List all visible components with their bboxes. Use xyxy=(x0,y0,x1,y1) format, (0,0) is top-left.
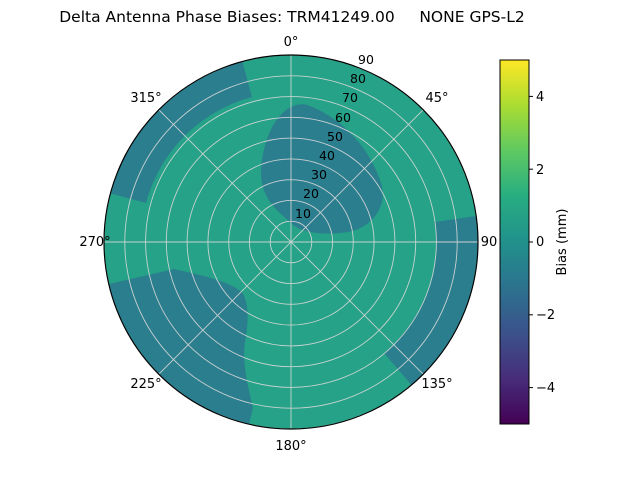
colorbar: 4 2 0 −2 −4 Bias (mm) xyxy=(499,59,570,425)
polar-outline xyxy=(103,54,479,430)
theta-tick-225: 225° xyxy=(130,377,161,392)
theta-tick-90: 90 xyxy=(481,235,498,250)
colorbar-ticks xyxy=(529,95,533,389)
colorbar-gradient xyxy=(500,60,529,424)
colorbar-axis-label: Bias (mm) xyxy=(555,209,570,276)
theta-tick-0: 0° xyxy=(284,35,299,50)
theta-tick-135: 135° xyxy=(421,377,452,392)
theta-tick-180: 180° xyxy=(275,439,306,454)
grid-spoke-135-315 xyxy=(158,109,424,375)
polar-grid xyxy=(104,55,478,429)
colorbar-label-0: 0 xyxy=(536,235,544,250)
r-tick-50: 50 xyxy=(327,129,343,144)
r-tick-60: 60 xyxy=(335,110,351,125)
r-tick-40: 40 xyxy=(319,148,335,163)
colorbar-label--2: −2 xyxy=(536,308,555,323)
colorbar-label-4: 4 xyxy=(536,90,544,105)
colorbar-label-2: 2 xyxy=(536,163,544,178)
theta-tick-270: 270° xyxy=(79,235,110,250)
theta-tick-45: 45° xyxy=(425,91,448,106)
r-tick-90: 90 xyxy=(358,52,374,67)
bias-region-right-rim xyxy=(384,214,478,395)
theta-tick-labels: 0° 45° 90 135° 180° 225° 270° 315° xyxy=(79,35,497,454)
r-tick-70: 70 xyxy=(342,90,358,105)
colorbar-tick-labels: 4 2 0 −2 −4 xyxy=(536,90,555,396)
r-tick-10: 10 xyxy=(295,206,311,221)
r-tick-labels: 10 20 30 40 50 60 70 80 90 xyxy=(295,52,374,221)
r-tick-20: 20 xyxy=(303,186,319,201)
r-tick-30: 30 xyxy=(311,167,327,182)
r-tick-80: 80 xyxy=(350,71,366,86)
colorbar-label--4: −4 xyxy=(536,381,555,396)
bias-region-lower-left xyxy=(104,269,253,429)
chart-title: Delta Antenna Phase Biases: TRM41249.00 … xyxy=(59,8,525,26)
theta-tick-315: 315° xyxy=(130,91,161,106)
